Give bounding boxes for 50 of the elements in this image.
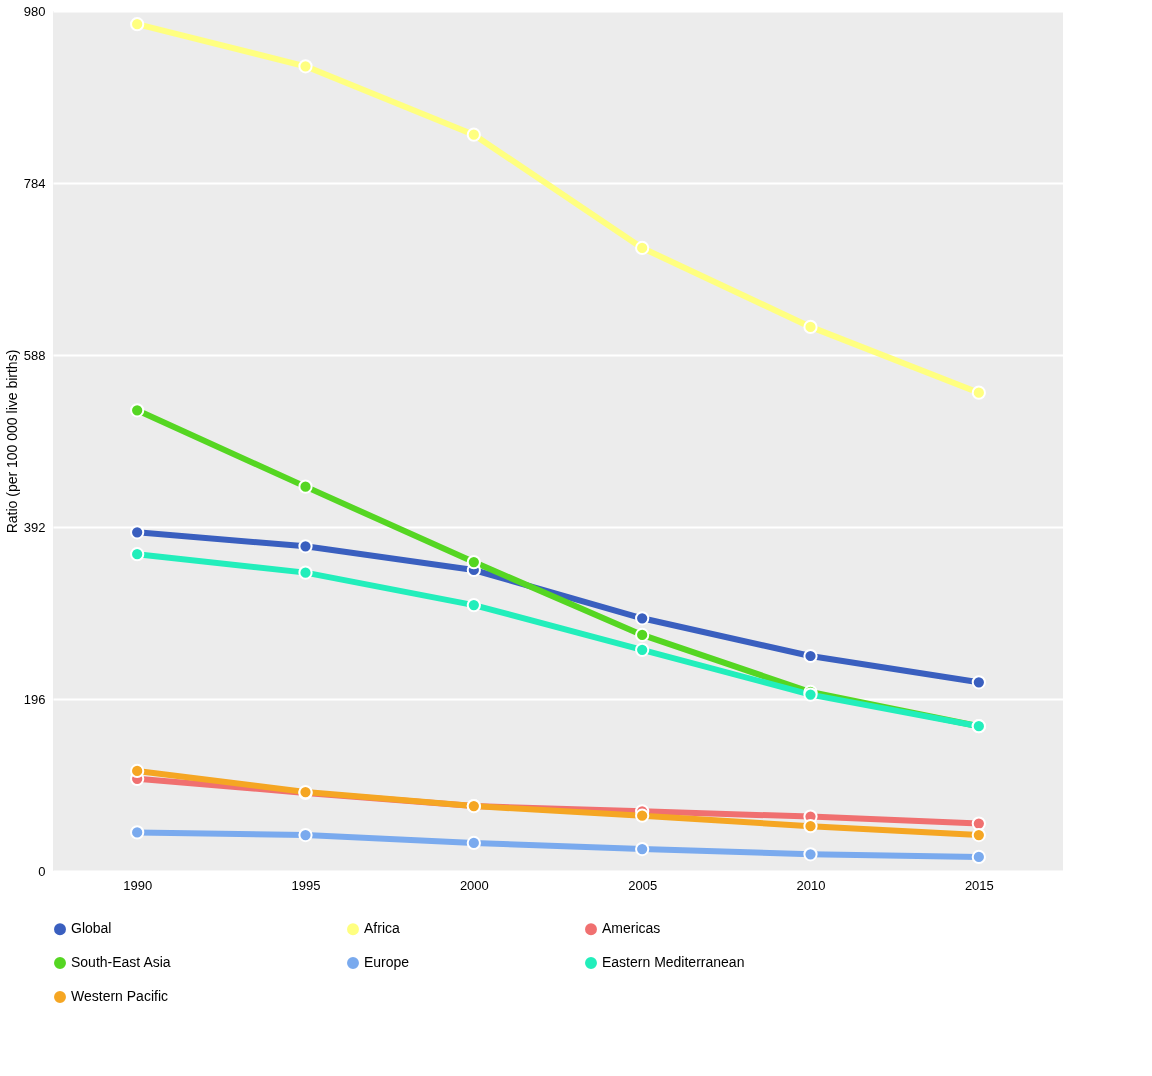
point xyxy=(130,403,145,418)
point xyxy=(803,648,818,664)
point xyxy=(298,565,313,580)
point xyxy=(298,479,313,494)
point xyxy=(466,554,481,570)
point xyxy=(635,627,650,643)
point xyxy=(298,827,313,843)
point xyxy=(466,835,481,851)
y-tick-label: 392 xyxy=(23,519,46,535)
point xyxy=(130,17,145,32)
x-tick-label: 1995 xyxy=(291,877,321,893)
x-tick-label: 2005 xyxy=(628,877,658,893)
point xyxy=(803,819,818,834)
x-tick-label: 2010 xyxy=(796,877,826,893)
y-tick-label: 784 xyxy=(23,175,46,191)
point xyxy=(298,539,313,554)
point xyxy=(130,547,145,562)
point xyxy=(130,825,145,840)
point xyxy=(298,59,313,74)
point xyxy=(971,385,986,400)
legend-label: Americas xyxy=(602,920,661,937)
x-tick-label: 2000 xyxy=(459,877,489,893)
point xyxy=(971,827,986,843)
y-axis-title: Ratio (per 100 000 live births) xyxy=(3,349,20,534)
point xyxy=(635,611,650,626)
point xyxy=(466,597,481,613)
point xyxy=(635,841,650,857)
point xyxy=(803,319,818,335)
legend-label: Western Pacific xyxy=(71,988,168,1004)
y-tick-label: 196 xyxy=(23,691,46,707)
point xyxy=(971,816,986,831)
point xyxy=(635,240,650,256)
legend-label: Africa xyxy=(364,920,400,937)
x-tick-label: 1990 xyxy=(123,877,153,893)
legend-label: Global xyxy=(71,920,112,937)
y-tick-label: 588 xyxy=(23,347,46,363)
point xyxy=(635,642,650,657)
y-tick-label: 980 xyxy=(23,3,46,19)
legend-label: Eastern Mediterranean xyxy=(602,954,745,970)
point xyxy=(971,675,986,690)
legend-label: South-East Asia xyxy=(71,954,171,970)
point xyxy=(971,849,986,865)
point xyxy=(130,525,145,540)
legend-label: Europe xyxy=(364,954,410,970)
x-tick-label: 2015 xyxy=(964,877,994,893)
point xyxy=(635,808,650,823)
point xyxy=(466,127,481,142)
point xyxy=(130,763,145,779)
y-tick-label: 0 xyxy=(38,863,46,879)
point xyxy=(803,847,818,862)
